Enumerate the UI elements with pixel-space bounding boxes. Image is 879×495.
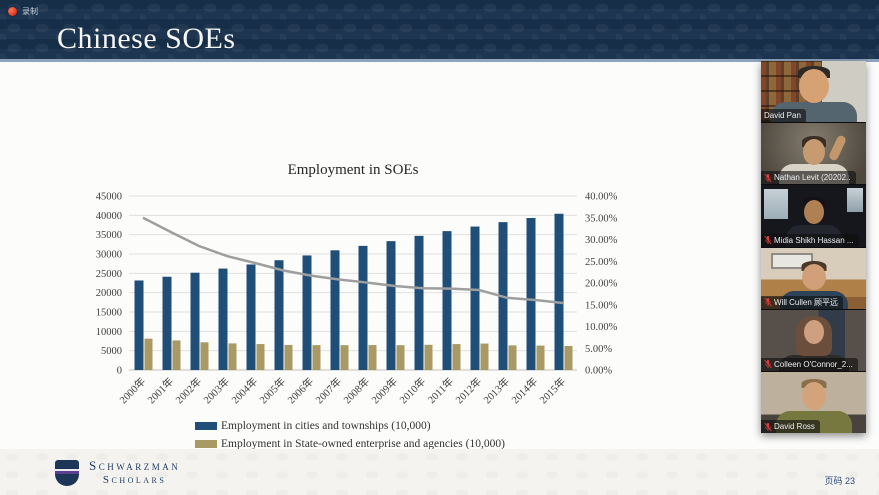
brand-line2: Scholars [102,474,167,487]
participant-name: Midia Shikh Hassan ... [774,235,854,245]
svg-text:2015年: 2015年 [537,375,568,406]
participant-name: David Pan [764,111,801,121]
participant-name-tag: Colleen O'Connor_2... [761,357,858,371]
x-axis-labels: 2000年2001年2002年2003年2004年2005年2006年2007年… [117,375,568,406]
participant-name: Will Cullen 顾平远 [774,297,839,307]
svg-text:2014年: 2014年 [509,375,540,406]
svg-text:2000年: 2000年 [117,375,148,406]
participant-name: Colleen O'Connor_2... [774,359,853,369]
svg-text:25000: 25000 [96,269,122,280]
participant-name-tag: David Pan [761,109,806,123]
slide-body: Employment in SOEs 0 5000 10000 15000 20000 25… [0,65,879,495]
svg-text:5000: 5000 [101,346,122,357]
svg-text:2004年: 2004年 [229,375,260,406]
left-axis-ticks: 0 5000 10000 15000 20000 25000 30000 35000 40000… [96,192,122,377]
svg-text:2006年: 2006年 [285,375,316,406]
participant-tile-nathan-levit-20202[interactable]: Nathan Levit (20202.. [761,123,866,185]
page-number: 页码 23 [824,476,855,486]
svg-text:40.00%: 40.00% [585,192,618,203]
recording-dot-icon [8,7,17,16]
mic-muted-icon [764,173,772,183]
svg-text:2001年: 2001年 [145,375,176,406]
percentage-line [142,216,564,305]
svg-text:20000: 20000 [96,288,122,299]
svg-text:2012年: 2012年 [453,375,484,406]
bars-soe-agencies [144,338,573,370]
svg-text:Employment in State-owned ente: Employment in State-owned enterprise and… [221,438,505,450]
svg-text:5.00%: 5.00% [585,344,612,355]
mic-muted-icon [764,359,772,369]
svg-text:10.00%: 10.00% [585,322,618,333]
svg-text:40000: 40000 [96,211,122,222]
svg-text:45000: 45000 [96,192,122,203]
svg-text:20.00%: 20.00% [585,279,618,290]
participant-name-tag: Nathan Levit (20202.. [761,171,856,185]
participant-name-tag: Will Cullen 顾平远 [761,295,844,309]
svg-text:2009年: 2009年 [369,375,400,406]
mic-muted-icon [764,297,772,307]
svg-text:2007年: 2007年 [313,375,344,406]
recording-label: 录制 [22,7,38,16]
svg-text:2011年: 2011年 [425,375,456,406]
participant-name-tag: David Ross [761,420,820,434]
slide-header: 录制 Chinese SOEs [0,0,879,62]
mic-muted-icon [764,235,772,245]
participant-tile-midia-shikh-hassan[interactable]: Midia Shikh Hassan ... [761,185,866,247]
svg-text:30000: 30000 [96,250,122,261]
participants-strip: David Pan Nathan Levit (20202.. Midia Shik… [761,61,866,434]
svg-text:15.00%: 15.00% [585,300,618,311]
svg-text:0.00%: 0.00% [585,366,612,377]
employment-chart: Employment in SOEs 0 5000 10000 15000 20000 25… [85,158,645,478]
slide-footer: Schwarzman Scholars 页码 23 [0,449,879,495]
participant-name: Nathan Levit (20202.. [774,173,851,183]
right-axis-ticks: 0.00% 5.00% 10.00% 15.00% 20.00% 25.00% 30.00%… [585,192,618,377]
bars-cities-townships [134,213,564,370]
svg-text:2008年: 2008年 [341,375,372,406]
participant-name-tag: Midia Shikh Hassan ... [761,233,859,247]
schwarzman-scholars-logo: Schwarzman Scholars [55,458,181,487]
svg-text:2013年: 2013年 [481,375,512,406]
mic-muted-icon [764,422,772,432]
svg-text:25.00%: 25.00% [585,257,618,268]
svg-text:2005年: 2005年 [257,375,288,406]
svg-text:35.00%: 35.00% [585,213,618,224]
brand-line1: Schwarzman [89,458,181,474]
shield-logo-icon [55,460,79,487]
svg-text:30.00%: 30.00% [585,235,618,246]
svg-text:10000: 10000 [96,327,122,338]
svg-text:2010年: 2010年 [397,375,428,406]
participant-tile-colleen-o-connor-2[interactable]: Colleen O'Connor_2... [761,309,866,371]
svg-text:15000: 15000 [96,308,122,319]
svg-text:Employment in cities and towns: Employment in cities and townships (10,0… [221,420,431,432]
participant-tile-will-cullen[interactable]: Will Cullen 顾平远 [761,247,866,309]
slide-title: Chinese SOEs [57,22,236,55]
svg-text:2002年: 2002年 [173,375,204,406]
participant-tile-david-ross[interactable]: David Ross [761,371,866,434]
svg-text:0: 0 [117,366,122,377]
recording-indicator[interactable]: 录制 [8,6,38,17]
svg-text:2003年: 2003年 [201,375,232,406]
participant-name: David Ross [774,422,815,432]
participant-tile-david-pan[interactable]: David Pan [761,61,866,123]
svg-text:35000: 35000 [96,230,122,241]
chart-title: Employment in SOEs [288,162,419,178]
